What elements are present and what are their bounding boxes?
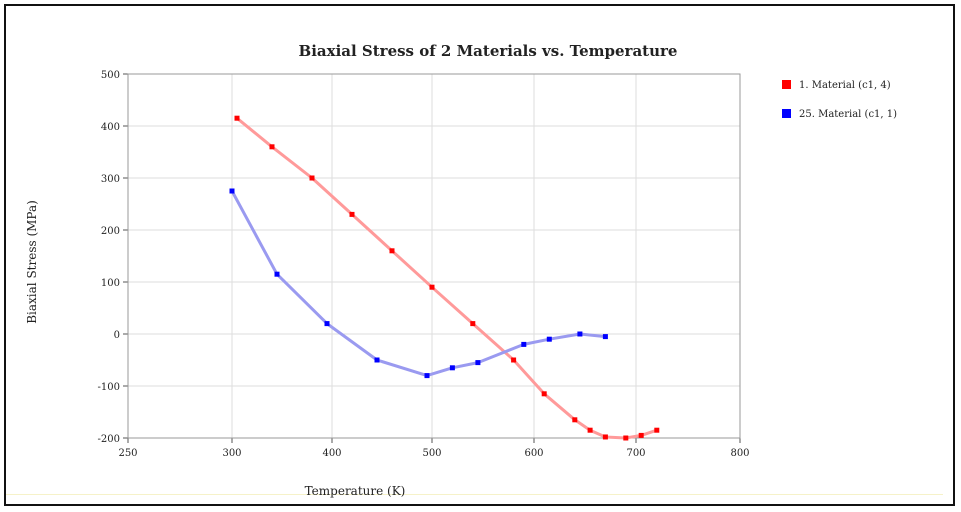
chart-frame	[4, 4, 955, 506]
y-tick-label: -100	[98, 382, 120, 393]
y-tick-label: 300	[101, 174, 120, 185]
legend: 1. Material (c1, 4) 25. Material (c1, 1)	[782, 80, 897, 120]
bottom-strip	[6, 494, 943, 495]
y-axis-title: Biaxial Stress (MPa)	[25, 200, 39, 324]
data-point	[541, 391, 547, 397]
axes	[123, 73, 741, 443]
data-point	[470, 321, 476, 327]
data-point	[269, 144, 275, 150]
x-tick-label: 250	[118, 448, 137, 459]
data-point	[274, 271, 280, 277]
y-tick-label: 100	[101, 278, 120, 289]
legend-label: 25. Material (c1, 1)	[799, 109, 897, 120]
series-line	[236, 117, 658, 440]
y-tick-label: 500	[101, 70, 120, 81]
data-point	[349, 211, 355, 217]
data-point	[429, 284, 435, 290]
series-1	[234, 115, 660, 441]
data-point	[521, 341, 527, 347]
data-point	[546, 336, 552, 342]
series-2	[229, 188, 608, 379]
data-point	[654, 427, 660, 433]
x-tick-label: 600	[524, 448, 543, 459]
data-point	[374, 357, 380, 363]
x-tick-label: 700	[626, 448, 645, 459]
y-tick-label: 400	[101, 122, 120, 133]
data-point	[602, 434, 608, 440]
legend-label: 1. Material (c1, 4)	[799, 80, 891, 91]
y-tick-label: 200	[101, 226, 120, 237]
data-point	[389, 248, 395, 254]
legend-swatch	[782, 109, 791, 118]
x-tick-label: 300	[222, 448, 241, 459]
data-point	[229, 188, 235, 194]
data-point	[511, 357, 517, 363]
data-point	[587, 427, 593, 433]
data-point	[424, 373, 430, 379]
series	[229, 115, 660, 441]
x-tick-label: 500	[422, 448, 441, 459]
data-point	[475, 360, 481, 366]
series-line	[230, 190, 606, 378]
y-tick-label: -200	[98, 434, 120, 445]
data-point	[572, 417, 578, 423]
data-point	[638, 432, 644, 438]
x-axis-title: Temperature (K)	[305, 484, 406, 498]
data-point	[234, 115, 240, 121]
data-point	[577, 331, 583, 337]
data-point	[324, 321, 330, 327]
plot-area-border	[127, 73, 741, 439]
x-tick-label: 800	[730, 448, 749, 459]
x-tick-labels: 250 300 400 500 600 700 800	[118, 448, 749, 459]
x-tick-label: 400	[322, 448, 341, 459]
y-tick-label: 0	[114, 330, 120, 341]
grid	[127, 73, 741, 439]
chart-title: Biaxial Stress of 2 Materials vs. Temper…	[299, 42, 678, 60]
y-tick-labels: 500 400 300 200 100 0 -100 -200	[98, 70, 120, 445]
data-point	[309, 175, 315, 181]
data-point	[602, 334, 608, 340]
data-point	[449, 365, 455, 371]
legend-swatch	[782, 80, 791, 89]
data-point	[623, 435, 629, 441]
